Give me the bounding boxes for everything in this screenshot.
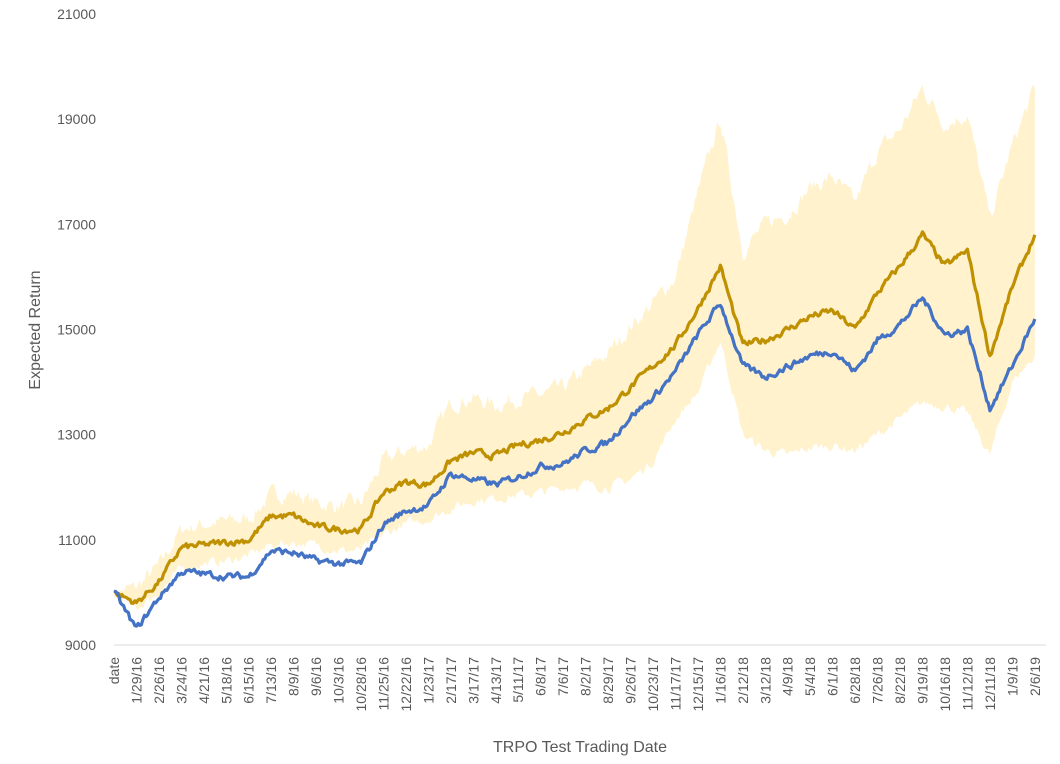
confidence-band [114,84,1035,610]
x-tick-label: 8/9/16 [286,657,302,696]
x-tick-label: 10/16/18 [937,657,953,712]
x-tick-label: 7/6/17 [555,657,571,696]
x-axis-title: TRPO Test Trading Date [493,739,667,756]
x-tick-label: 5/18/16 [218,657,234,704]
series-line-mean [113,230,1037,605]
x-tick-label: 12/22/16 [398,657,414,712]
x-tick-label: 6/1/18 [825,657,841,696]
x-tick-label: 10/28/16 [353,657,369,712]
x-tick-label: 12/15/17 [690,657,706,712]
x-tick-label: 5/4/18 [802,657,818,696]
x-tick-label: 6/15/16 [241,657,257,704]
x-tick-label: 12/11/18 [982,657,998,711]
confidence-band-layer [114,84,1035,610]
y-tick-label: 9000 [65,637,96,653]
x-tick-label: 1/16/18 [712,657,728,704]
x-tick-label: 6/28/18 [847,657,863,704]
x-tick-label: 1/23/17 [420,657,436,704]
x-tick-label: date [106,657,122,684]
x-tick-label: 7/26/18 [870,657,886,704]
x-tick-label: 8/29/17 [600,657,616,704]
x-tick-label: 3/17/17 [465,657,481,704]
x-tick-label: 2/17/17 [443,657,459,704]
y-tick-label: 19000 [57,111,96,127]
y-tick-label: 13000 [57,427,96,443]
y-tick-label: 21000 [57,6,96,22]
x-tick-label: 4/13/17 [488,657,504,704]
x-tick-label: 5/11/17 [510,657,526,703]
x-tick-label: 11/12/18 [959,657,975,711]
x-tick-label: 11/25/16 [375,657,391,711]
x-tick-label: 8/22/18 [892,657,908,704]
x-tick-label: 2/26/16 [151,657,167,704]
y-tick-label: 17000 [57,216,96,232]
y-axis-title: Expected Return [27,270,44,389]
x-tick-label: 3/12/18 [757,657,773,704]
series-line-low [113,296,1037,628]
x-tick-label: 7/13/16 [263,657,279,704]
series-lines-layer [113,230,1037,628]
x-tick-label: 9/26/17 [623,657,639,704]
x-axis-ticks: date 1/29/16 2/26/16 3/24/16 4/21/16 5/18/16 6… [106,657,1043,712]
x-tick-label: 2/12/18 [735,657,751,704]
y-tick-label: 11000 [58,532,96,548]
x-tick-label: 4/21/16 [196,657,212,704]
x-tick-label: 9/6/16 [308,657,324,696]
x-tick-label: 8/2/17 [578,657,594,696]
x-tick-label: 3/24/16 [173,657,189,704]
x-tick-label: 4/9/18 [780,657,796,696]
y-axis-ticks: 9000 11000 13000 15000 17000 19000 21000 [57,6,96,653]
x-tick-label: 9/19/18 [914,657,930,704]
x-tick-label: 1/9/19 [1004,657,1020,696]
y-tick-label: 15000 [57,322,96,338]
x-tick-label: 11/17/17 [667,657,683,711]
x-tick-label: 10/23/17 [645,657,661,712]
x-tick-label: 6/8/17 [533,657,549,696]
x-tick-label: 10/3/16 [331,657,347,704]
x-tick-label: 1/29/16 [128,657,144,704]
x-tick-label: 2/6/19 [1027,657,1043,696]
